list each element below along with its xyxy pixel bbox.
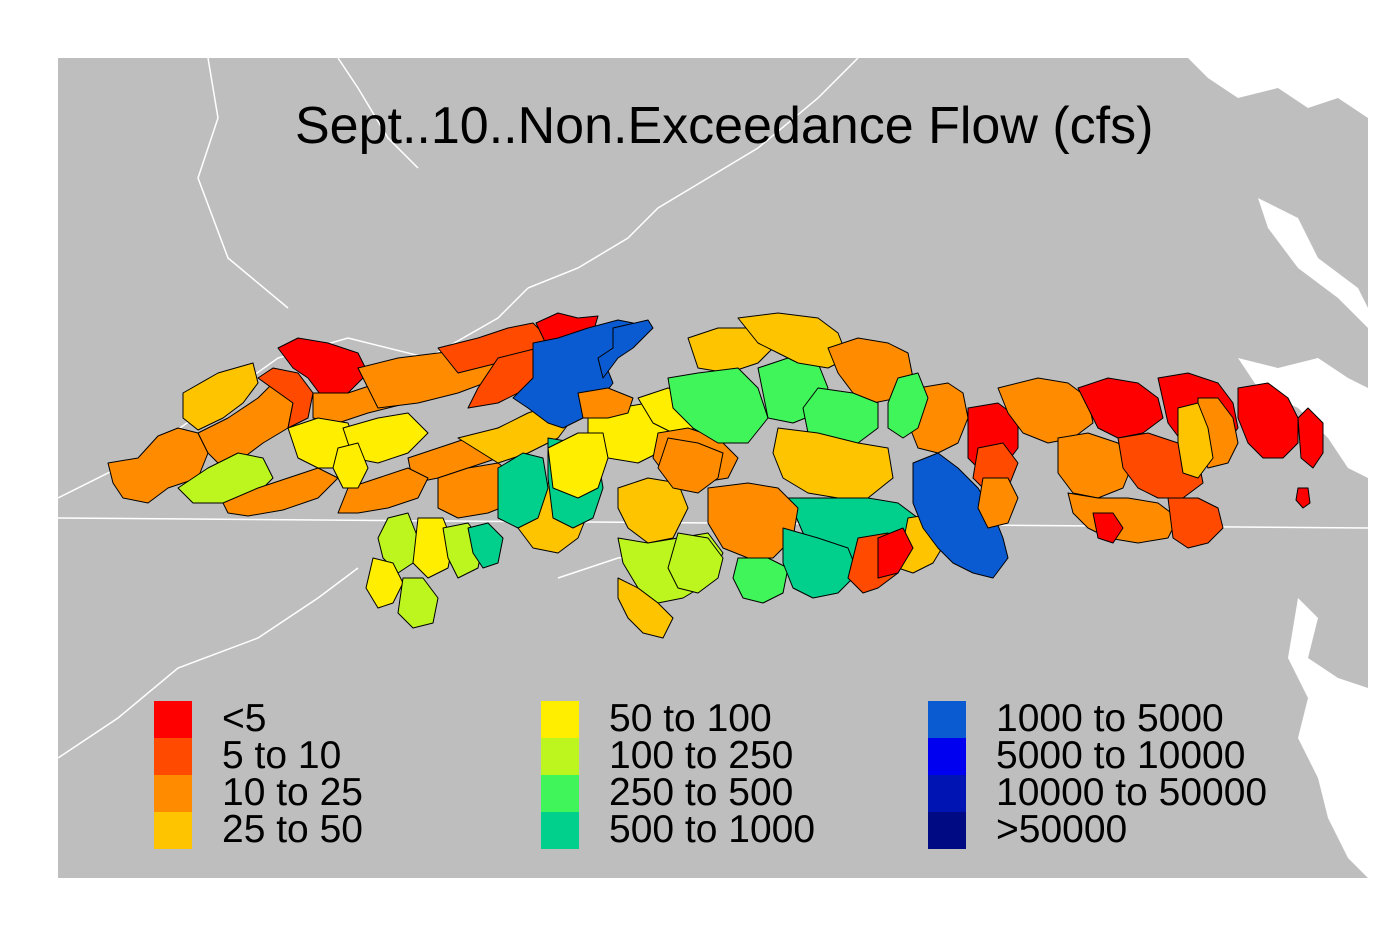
legend-label: 50 to 100 <box>609 697 772 740</box>
watershed-polygon <box>497 452 549 529</box>
watershed-polygon <box>657 437 724 494</box>
watershed-polygon <box>667 532 724 594</box>
watershed-polygon <box>1295 487 1311 509</box>
legend-label: 250 to 500 <box>609 771 794 814</box>
legend-swatch <box>928 775 966 812</box>
legend-label: 5 to 10 <box>222 734 342 777</box>
watershed-polygon <box>277 337 369 399</box>
watershed-polygon <box>257 367 314 429</box>
watershed-polygon <box>177 452 274 504</box>
bay-water <box>1188 58 1368 118</box>
legend-swatch <box>541 701 579 738</box>
watershed-polygon <box>1177 402 1214 479</box>
watershed-polygon <box>597 319 654 379</box>
legend-swatch <box>154 701 192 738</box>
state-boundary-line <box>58 567 359 759</box>
state-boundary-line <box>527 58 859 289</box>
state-boundary-line <box>197 58 289 309</box>
watershed-polygon <box>1167 497 1224 549</box>
watershed-polygon <box>1092 512 1124 544</box>
legend-swatch <box>154 738 192 775</box>
watershed-polygon <box>337 467 429 514</box>
watershed-polygon <box>732 557 789 604</box>
map-panel: Sept..10..Non.Exceedance Flow (cfs) <5 5… <box>58 58 1368 878</box>
watershed-polygon <box>617 577 674 639</box>
watershed-polygon <box>377 512 419 574</box>
bay-water <box>1288 598 1368 878</box>
legend-swatch <box>541 812 579 849</box>
map-title: Sept..10..Non.Exceedance Flow (cfs) <box>295 97 1154 155</box>
watershed-polygon <box>1297 407 1324 469</box>
watershed-regions <box>107 312 1324 639</box>
watershed-polygon <box>997 377 1094 444</box>
watershed-polygon <box>182 362 259 431</box>
watershed-polygon <box>877 527 914 579</box>
legend-label: 10 to 25 <box>222 771 363 814</box>
watershed-polygon <box>1067 492 1179 544</box>
legend-label: 5000 to 10000 <box>996 734 1246 777</box>
legend-swatch <box>928 701 966 738</box>
watershed-polygon <box>365 557 404 609</box>
watershed-polygon <box>1237 382 1299 459</box>
watershed-polygon <box>397 577 439 629</box>
watershed-polygon <box>412 517 454 579</box>
legend-swatch <box>928 738 966 775</box>
watershed-polygon <box>772 427 894 499</box>
watershed-polygon <box>912 452 1009 579</box>
legend-label: 500 to 1000 <box>609 808 816 851</box>
watershed-polygon <box>1077 377 1164 439</box>
legend-label: <5 <box>222 697 267 740</box>
watershed-polygon <box>617 477 689 544</box>
legend-swatch <box>541 738 579 775</box>
bay-water <box>1258 198 1368 328</box>
watershed-map <box>58 58 1368 878</box>
watershed-polygon <box>1057 432 1134 499</box>
watershed-polygon <box>577 387 634 419</box>
watershed-polygon <box>977 477 1019 529</box>
legend-label: 25 to 50 <box>222 808 363 851</box>
legend-swatch <box>154 775 192 812</box>
legend-label: 1000 to 5000 <box>996 697 1224 740</box>
watershed-polygon <box>467 522 504 569</box>
legend-label: >50000 <box>996 808 1128 851</box>
watershed-polygon <box>222 467 339 517</box>
state-boundary-line <box>337 58 419 169</box>
legend-swatch <box>541 775 579 812</box>
watershed-polygon <box>547 432 609 499</box>
legend-label: 100 to 250 <box>609 734 794 777</box>
watershed-polygon <box>887 372 929 439</box>
watershed-polygon <box>107 427 209 504</box>
watershed-polygon <box>667 367 769 444</box>
watershed-polygon <box>782 527 859 599</box>
legend-label: 10000 to 50000 <box>996 771 1268 814</box>
legend-swatch <box>928 812 966 849</box>
watershed-polygon <box>332 442 369 489</box>
legend-swatch <box>154 812 192 849</box>
